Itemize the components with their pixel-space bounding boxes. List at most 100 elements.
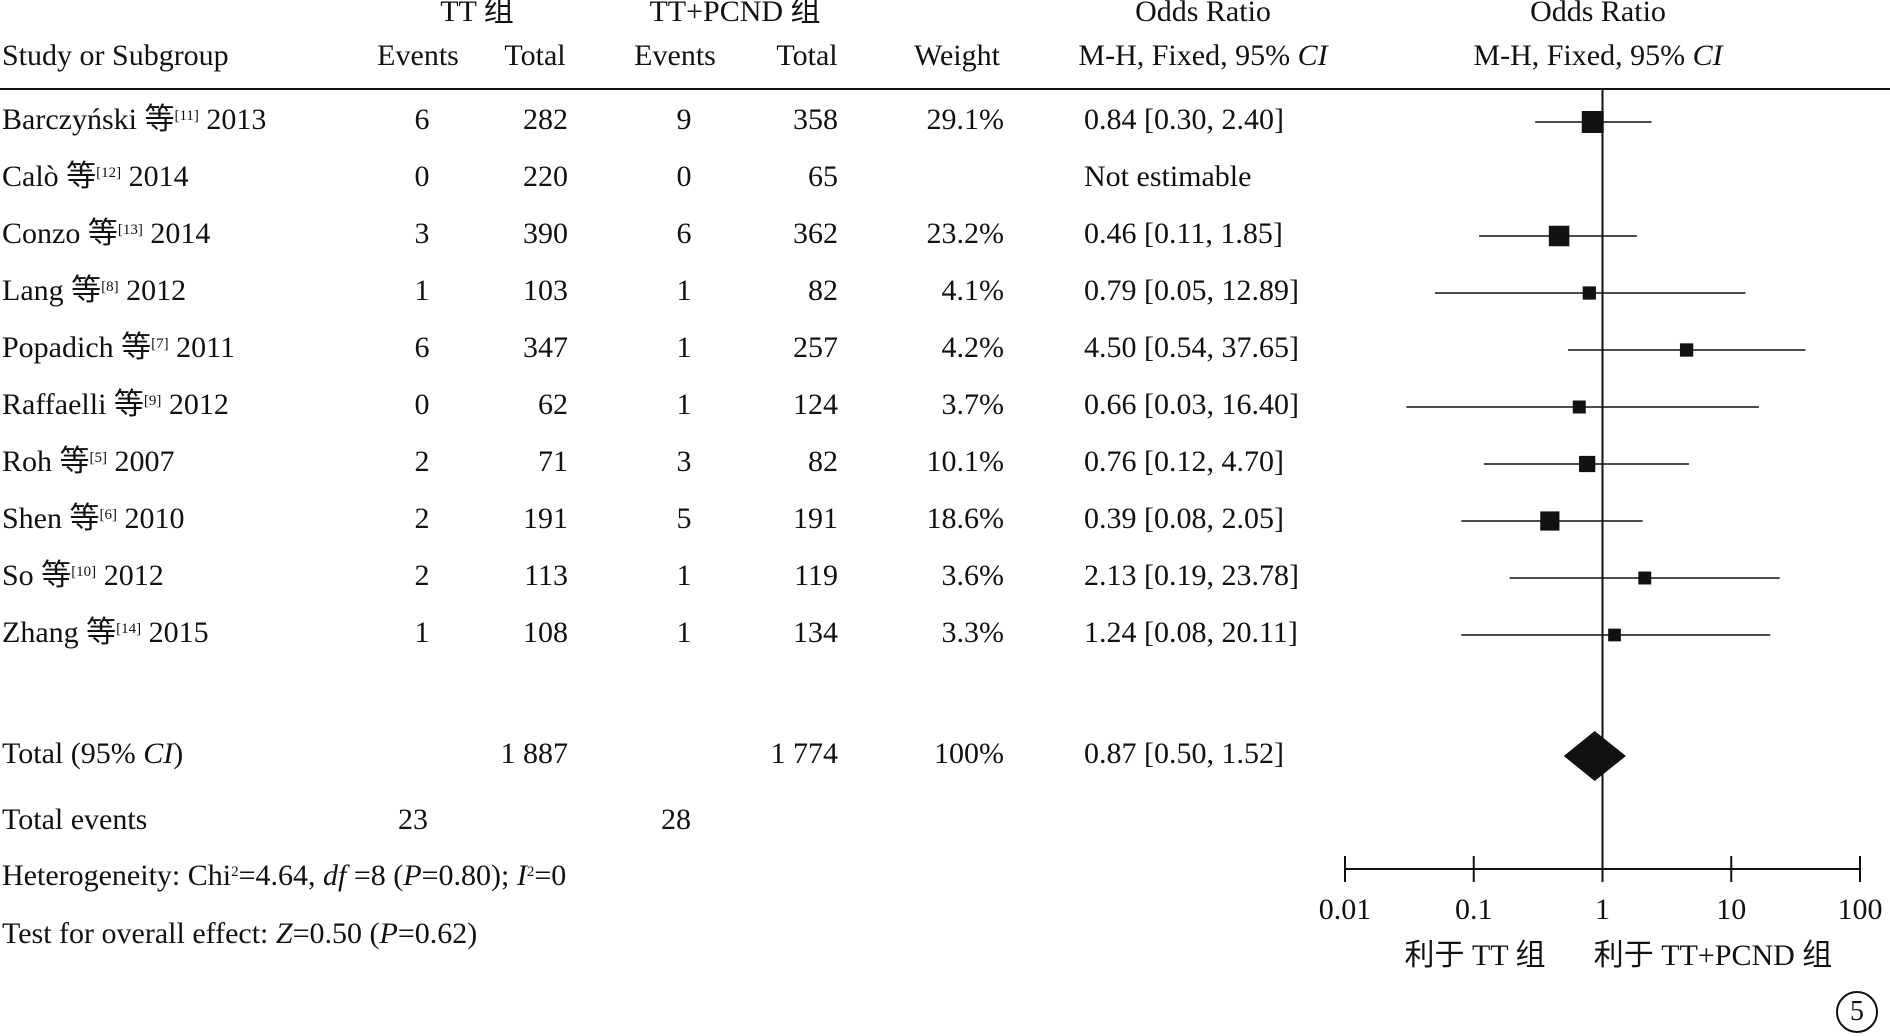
total-n2: 1 774 [770, 737, 839, 770]
total-2: 119 [794, 559, 838, 592]
events-1: 2 [414, 502, 430, 535]
study-label: Calò 等[12] 2014 [2, 160, 189, 193]
total-2: 257 [793, 331, 838, 364]
total-events-2: 28 [661, 803, 691, 836]
x-tick-label: 0.1 [1455, 893, 1493, 926]
weight-header: Weight [914, 39, 1000, 72]
study-square [1540, 511, 1560, 531]
x-tick-label: 100 [1838, 893, 1883, 926]
total-2: 362 [793, 217, 838, 250]
study-label: Barczyński 等[11] 2013 [2, 103, 267, 136]
weight-value: 18.6% [926, 502, 1005, 535]
total-1: 220 [523, 160, 568, 193]
total-2: 82 [808, 274, 838, 307]
events2-header: Events [634, 39, 716, 72]
or-ci-text: 1.24 [0.08, 20.11] [1084, 616, 1298, 649]
events1-header: Events [377, 39, 459, 72]
study-column-header: Study or Subgroup [2, 39, 229, 72]
study-square [1608, 628, 1621, 642]
total1-header: Total [504, 39, 566, 72]
total-2: 82 [808, 445, 838, 478]
overall-effect-text: Test for overall effect: Z=0.50 (P=0.62) [2, 917, 478, 950]
total-1: 191 [523, 502, 568, 535]
or-ci-text: 0.46 [0.11, 1.85] [1084, 217, 1283, 250]
events-2: 0 [676, 160, 692, 193]
weight-value: 3.3% [941, 616, 1005, 649]
study-square [1572, 400, 1586, 414]
heterogeneity-text: Heterogeneity: Chi2=4.64, df =8 (P=0.80)… [2, 859, 567, 892]
total-1: 347 [523, 331, 568, 364]
events-1: 6 [414, 103, 430, 136]
events-1: 2 [414, 559, 430, 592]
weight-value: 3.7% [941, 388, 1005, 421]
weight-value: 3.6% [941, 559, 1005, 592]
events-1: 1 [414, 616, 430, 649]
study-label: Zhang 等[14] 2015 [2, 616, 209, 649]
x-tick-label: 10 [1716, 893, 1746, 926]
study-square [1679, 343, 1694, 357]
or-ci-text: 0.66 [0.03, 16.40] [1084, 388, 1299, 421]
total-2: 191 [793, 502, 838, 535]
study-label: Roh 等[5] 2007 [2, 445, 175, 478]
header-rule [0, 88, 1890, 90]
events-2: 1 [676, 388, 692, 421]
events-2: 5 [676, 502, 692, 535]
pooled-diamond [1563, 731, 1626, 781]
events-2: 1 [676, 616, 692, 649]
total-1: 103 [523, 274, 568, 307]
total-1: 113 [524, 559, 568, 592]
study-square [1582, 286, 1596, 300]
total-n1: 1 887 [500, 737, 569, 770]
study-square [1638, 571, 1652, 585]
events-2: 1 [676, 559, 692, 592]
group1-header: TT 组 [440, 0, 514, 28]
x-tick-label: 1 [1595, 893, 1610, 926]
favours-right-label: 利于 TT+PCND 组 [1593, 939, 1833, 972]
study-label: Raffaelli 等[9] 2012 [2, 388, 229, 421]
study-square [1579, 455, 1596, 473]
or-ci-text: 0.79 [0.05, 12.89] [1084, 274, 1299, 307]
group2-header: TT+PCND 组 [649, 0, 821, 28]
events-1: 1 [414, 274, 430, 307]
events-2: 3 [676, 445, 692, 478]
total-weight: 100% [934, 737, 1004, 770]
or-ci-text: 0.84 [0.30, 2.40] [1084, 103, 1284, 136]
events-1: 0 [414, 388, 430, 421]
or-method-header: M-H, Fixed, 95% CI [1078, 39, 1328, 72]
total-1: 282 [523, 103, 568, 136]
plot-method-header: M-H, Fixed, 95% CI [1473, 39, 1723, 72]
study-label: Shen 等[6] 2010 [2, 502, 185, 535]
weight-value: 29.1% [926, 103, 1005, 136]
study-square [1548, 225, 1570, 247]
total-2: 358 [793, 103, 838, 136]
events-1: 6 [414, 331, 430, 364]
events-1: 2 [414, 445, 430, 478]
or-text-header: Odds Ratio [1135, 0, 1271, 28]
favours-left-label: 利于 TT 组 [1404, 939, 1546, 972]
total-label: Total (95% CI) [2, 737, 184, 770]
total-2: 124 [793, 388, 838, 421]
total-2: 134 [793, 616, 838, 649]
total-1: 108 [523, 616, 568, 649]
study-label: Lang 等[8] 2012 [2, 274, 187, 307]
events-2: 6 [676, 217, 692, 250]
total-1: 390 [523, 217, 568, 250]
or-plot-header: Odds Ratio [1530, 0, 1666, 28]
events-1: 3 [414, 217, 430, 250]
total-2: 65 [808, 160, 838, 193]
events-2: 9 [676, 103, 692, 136]
total-1: 62 [538, 388, 568, 421]
weight-value: 4.2% [941, 331, 1005, 364]
study-label: Popadich 等[7] 2011 [2, 331, 236, 364]
or-ci-text: 0.76 [0.12, 4.70] [1084, 445, 1284, 478]
events-2: 1 [676, 274, 692, 307]
study-label: Conzo 等[13] 2014 [2, 217, 211, 250]
x-tick-label: 0.01 [1319, 893, 1372, 926]
events-2: 1 [676, 331, 692, 364]
or-ci-text: 4.50 [0.54, 37.65] [1084, 331, 1299, 364]
total-events-label: Total events [2, 803, 148, 836]
study-label: So 等[10] 2012 [2, 559, 164, 592]
weight-value: 10.1% [926, 445, 1005, 478]
total-1: 71 [538, 445, 568, 478]
